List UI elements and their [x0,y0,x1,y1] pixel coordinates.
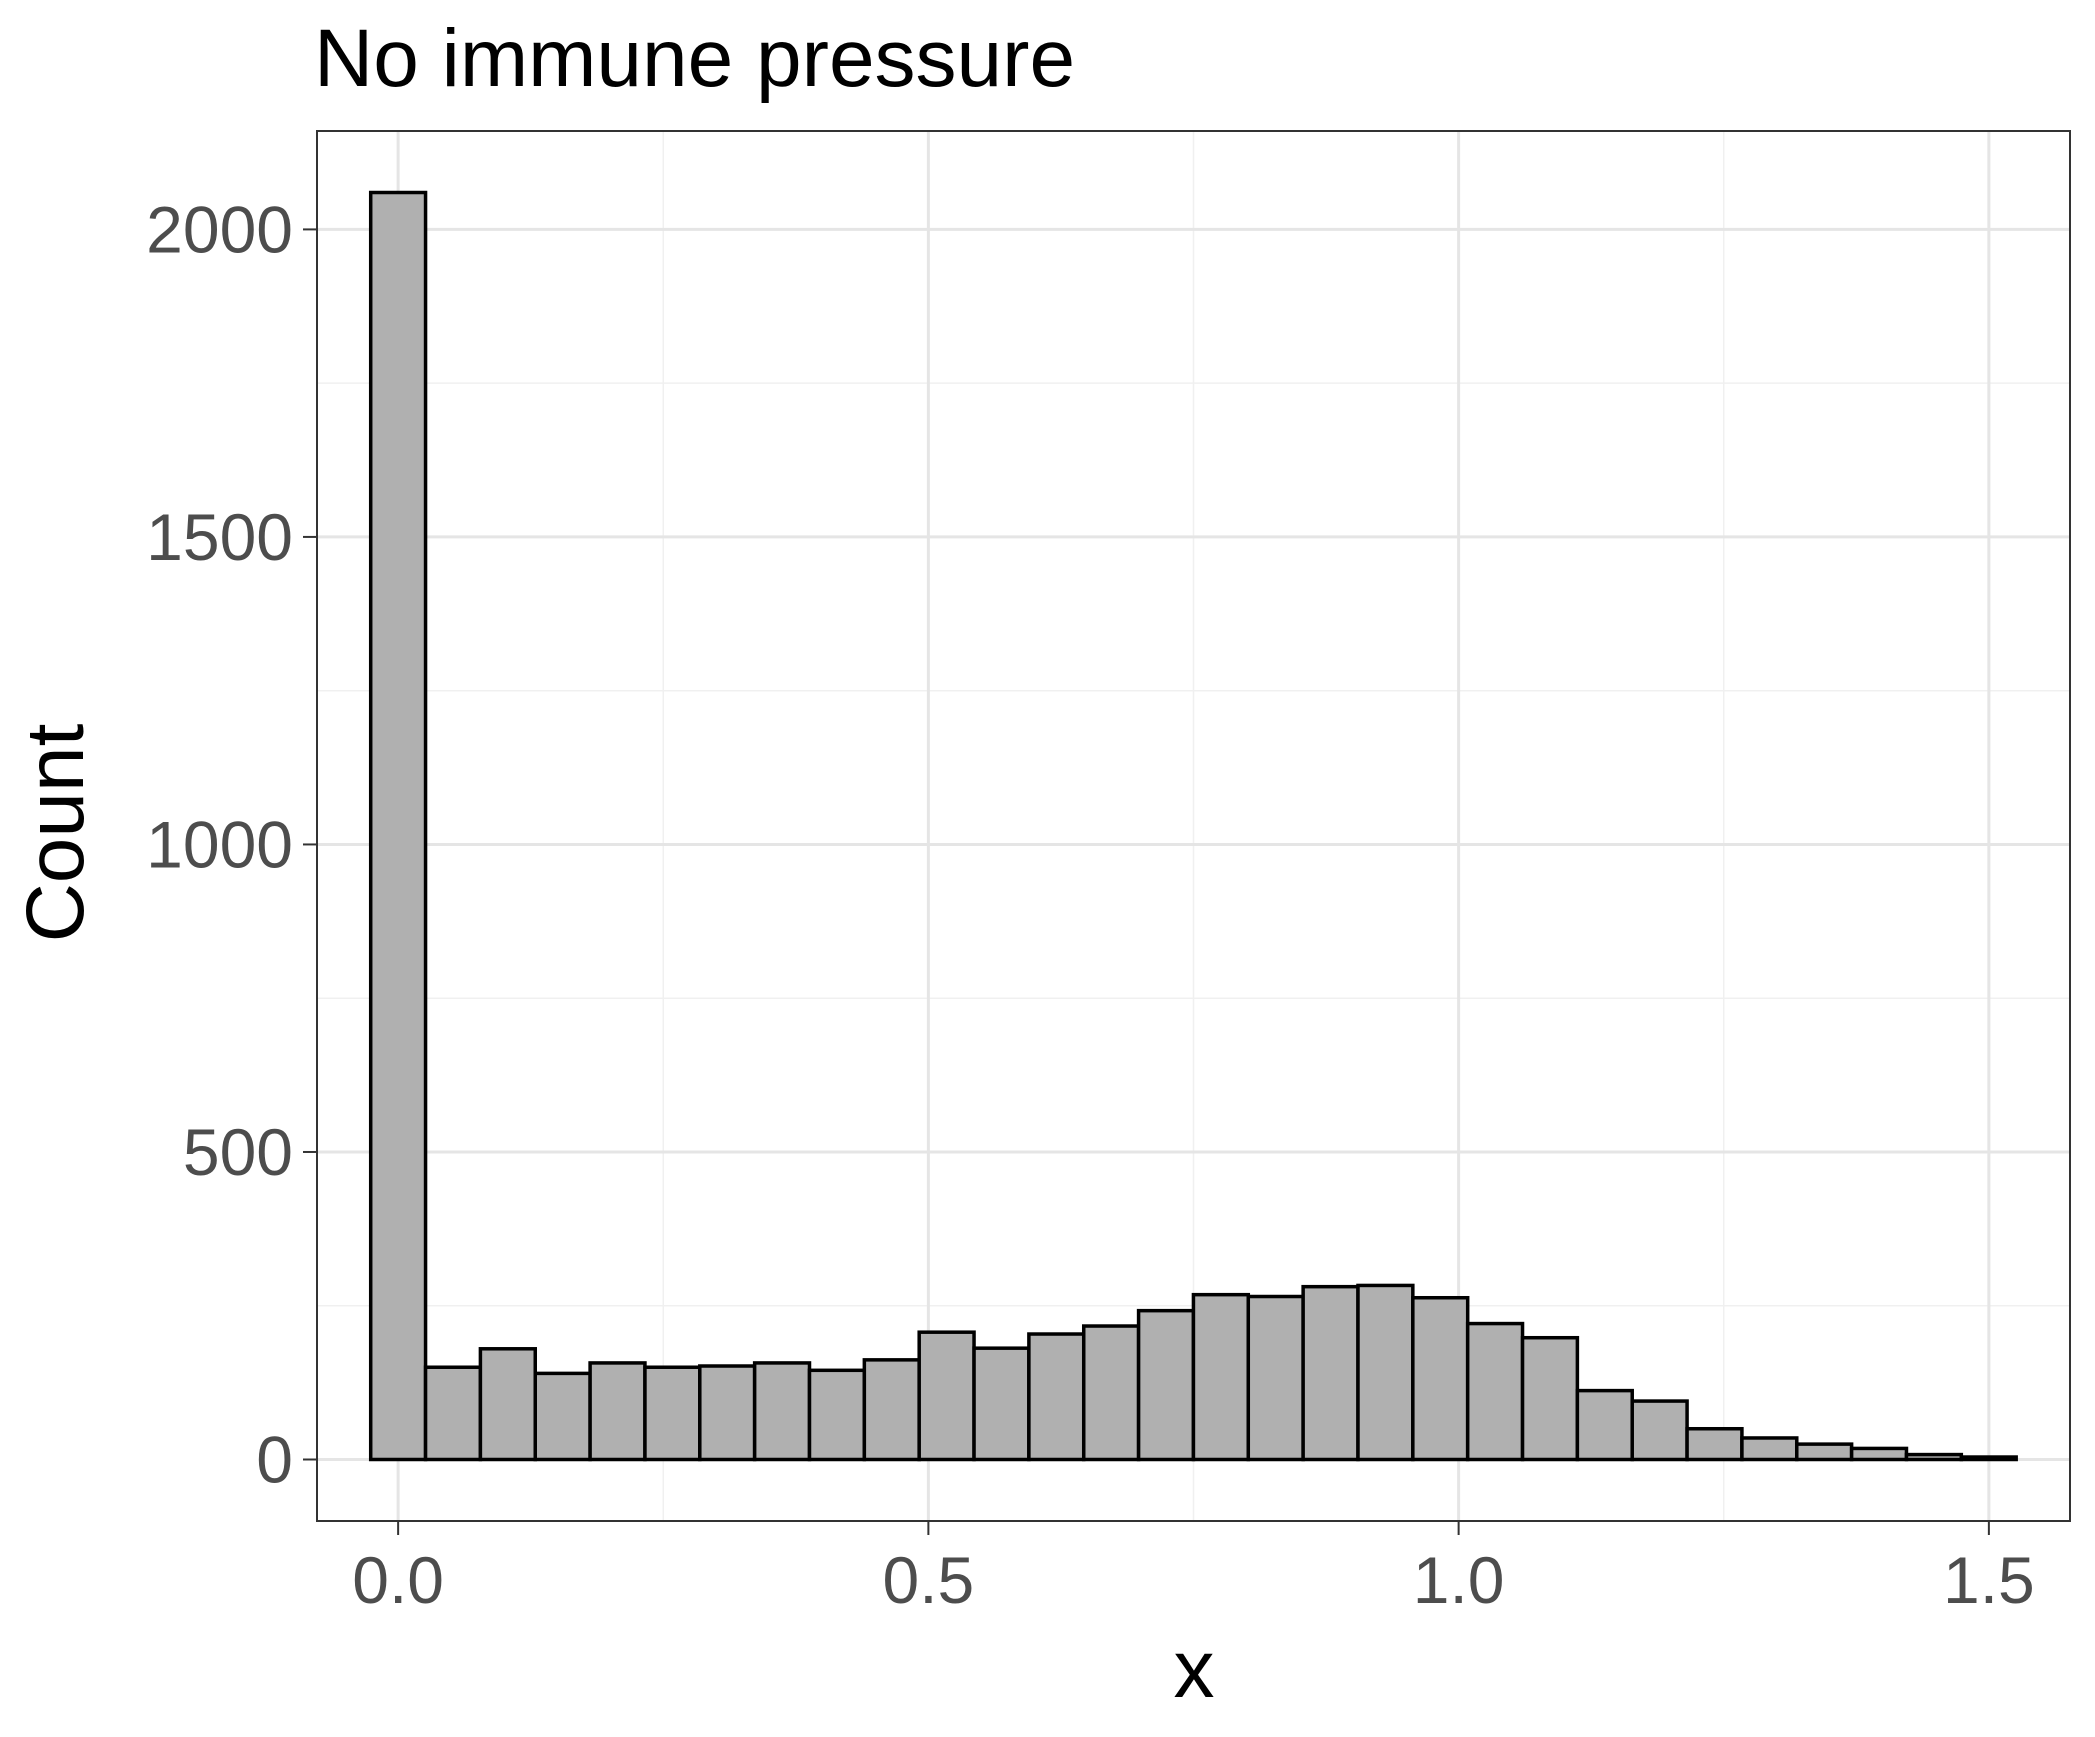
histogram-bar [1191,1292,1251,1462]
y-tick-label: 2000 [146,192,293,266]
histogram-bars [368,190,2018,1462]
histogram-bar [1740,1436,1799,1462]
histogram-bar [423,1365,483,1462]
histogram-bar [368,190,428,1462]
histogram-bar [1301,1284,1360,1462]
minor-gridlines [317,131,2070,1521]
x-tick-label: 1.5 [1943,1543,2035,1617]
histogram-bar [643,1365,702,1462]
histogram-bar [1849,1446,1909,1462]
histogram-bar [1795,1442,1854,1462]
histogram-bar [1575,1388,1634,1462]
chart-title: No immune pressure [314,13,1075,104]
histogram-bar [972,1346,1031,1462]
histogram-bar [1411,1295,1470,1462]
histogram-bar [1959,1455,2018,1462]
x-tick-label: 0.5 [883,1543,975,1617]
histogram-bar [1904,1452,1964,1462]
y-tick-label: 1500 [146,500,293,574]
y-tick-label: 500 [183,1115,293,1189]
histogram-bar [533,1371,592,1462]
histogram-bar [1520,1335,1580,1462]
histogram-bar [1465,1321,1525,1462]
histogram-bar [862,1358,921,1462]
histogram-bar [1246,1294,1305,1462]
x-axis-title: x [1174,1624,1215,1715]
y-axis-title: Count [10,723,101,942]
histogram-bar [478,1347,538,1462]
histogram-bar [1685,1426,1744,1462]
histogram-bar [752,1361,812,1462]
histogram-bar [588,1361,647,1462]
histogram-bar [1630,1399,1689,1462]
histogram-bar [698,1364,757,1462]
histogram-bar [917,1330,976,1462]
histogram-bar [1356,1283,1415,1462]
y-tick-label: 1000 [146,807,293,881]
y-axis-ticks: 0 500 1000 1500 2000 [146,192,317,1496]
histogram-bar [1136,1308,1196,1462]
x-tick-label: 0.0 [352,1543,444,1617]
x-tick-label: 1.0 [1413,1543,1505,1617]
panel-border [316,130,2071,1522]
histogram-bar [1081,1324,1141,1462]
x-axis-ticks: 0.0 0.5 1.0 1.5 [352,1521,2035,1617]
histogram-bar [807,1368,867,1462]
y-tick-label: 0 [256,1422,293,1496]
histogram-bar [1027,1332,1086,1462]
